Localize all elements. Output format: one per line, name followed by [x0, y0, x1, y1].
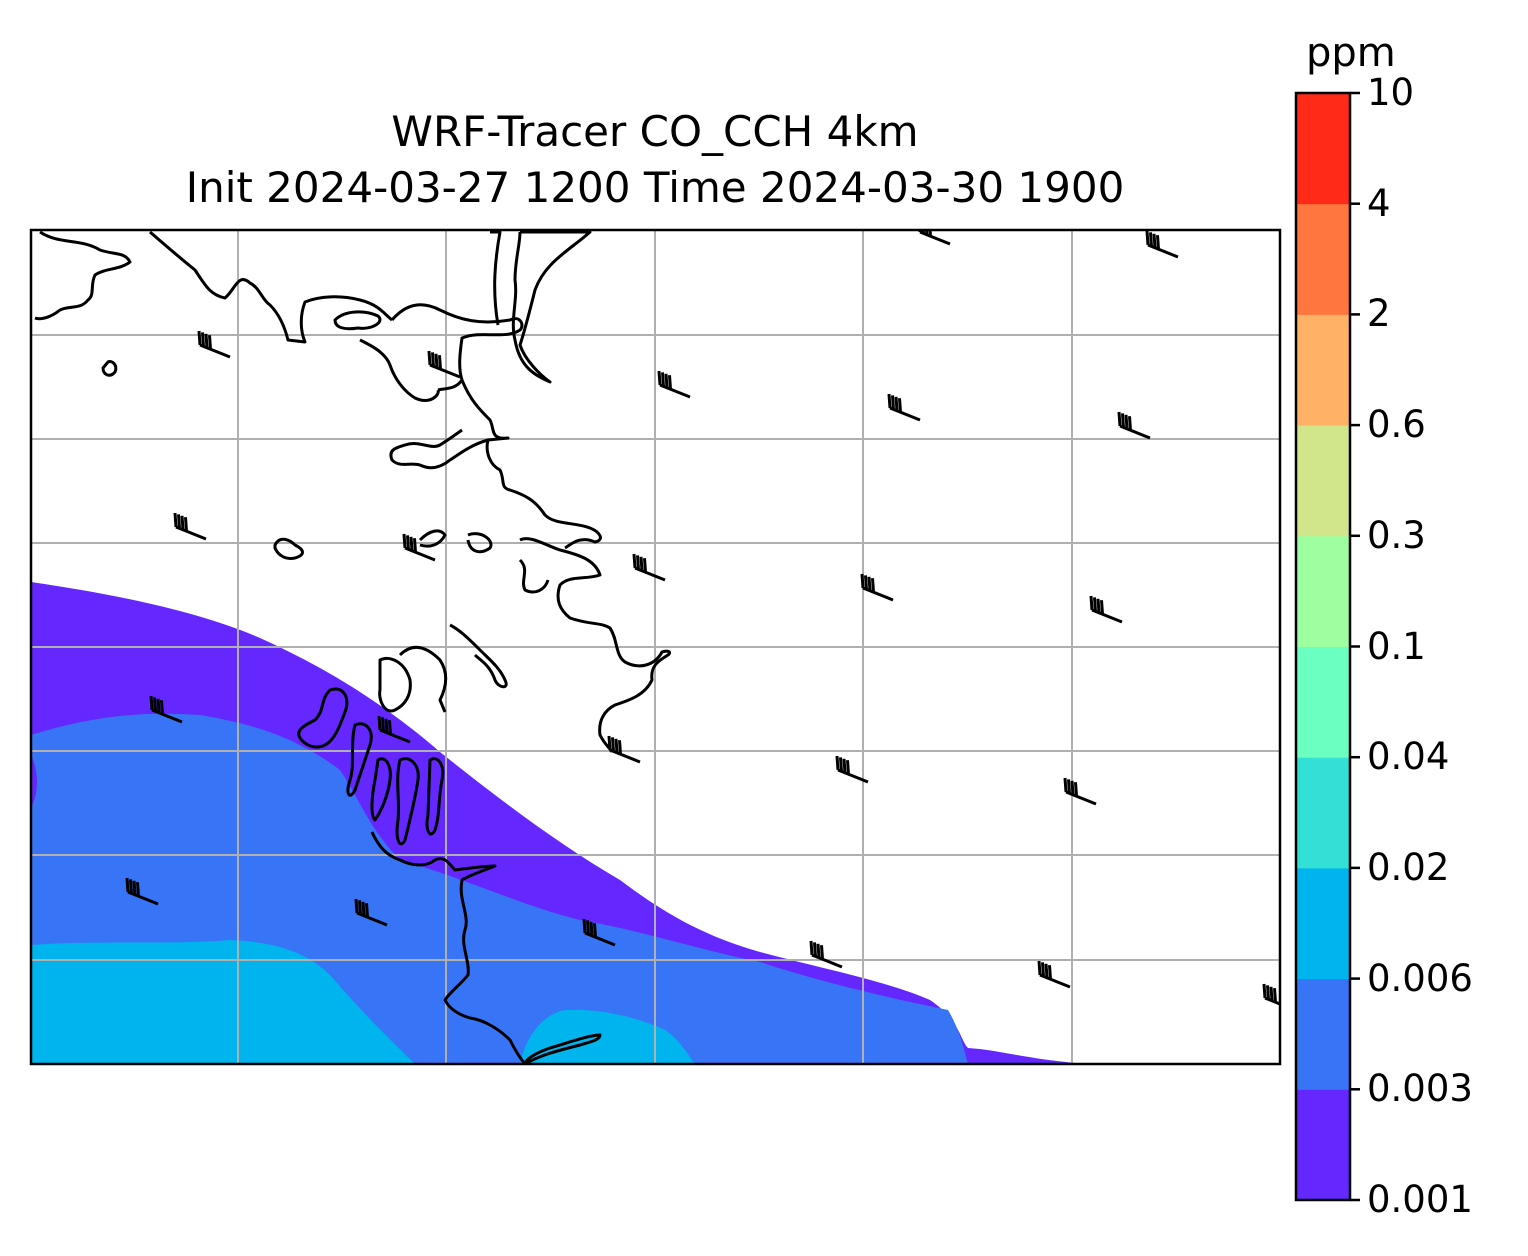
title-line-1: WRF-Tracer CO_CCH 4km [391, 107, 919, 156]
colorbar-unit: ppm [1306, 30, 1396, 76]
wind-barb [835, 755, 869, 784]
plume-region-0.006 [31, 940, 415, 1064]
wind-barb [149, 695, 183, 724]
wind-barb [402, 533, 436, 562]
wind-barb [607, 735, 641, 764]
colorbar-tick-label: 10 [1367, 71, 1415, 114]
colorbar-segment [1296, 1089, 1350, 1201]
colorbar-tick-label: 0.006 [1367, 956, 1473, 1000]
colorbar-tick-label: 0.02 [1367, 845, 1450, 889]
wind-barb [173, 512, 207, 541]
colorbar-tick-label: 0.6 [1367, 403, 1426, 447]
wind-barb [197, 330, 231, 359]
colorbar-segment [1296, 314, 1350, 426]
colorbar-segment [1296, 757, 1350, 869]
colorbar-tick-label: 0.3 [1367, 513, 1426, 557]
colorbar-tick-label: 0.001 [1367, 1178, 1473, 1221]
wind-barb [632, 553, 666, 582]
wind-barb [1117, 411, 1151, 440]
wind-barb [582, 918, 616, 947]
colorbar-segment [1296, 646, 1350, 758]
title-line-2: Init 2024-03-27 1200 Time 2024-03-30 190… [185, 163, 1125, 212]
wind-barb [918, 230, 951, 246]
wind-barb [860, 573, 894, 602]
colorbar-tick-label: 4 [1367, 181, 1391, 225]
coastlines [34, 230, 672, 1064]
wind-barb [1262, 983, 1280, 1006]
wind-barb [1063, 777, 1097, 806]
map-frame [29, 228, 1282, 1066]
wind-barb [354, 898, 388, 927]
wind-barb [125, 877, 159, 906]
colorbar-segment [1296, 93, 1350, 205]
wind-barb [1037, 960, 1071, 989]
colorbar-segment [1296, 535, 1350, 647]
wind-barb [427, 350, 461, 379]
wind-barb [809, 940, 843, 969]
colorbar [1294, 91, 1360, 1202]
wind-barb [1145, 230, 1179, 259]
colorbar-tick-label: 0.1 [1367, 624, 1426, 668]
colorbar-tick-label: 0.04 [1367, 735, 1450, 779]
wind-barbs [125, 230, 1280, 1006]
plume-lobe-0.001 [31, 755, 38, 808]
wind-barb [377, 715, 411, 744]
wind-barb [657, 370, 691, 399]
graticule [31, 230, 1280, 1064]
colorbar-tick-label: 2 [1367, 292, 1391, 336]
colorbar-tick-label: 0.003 [1367, 1067, 1473, 1111]
colorbar-segment [1296, 978, 1350, 1090]
colorbar-segment [1296, 425, 1350, 537]
wind-barb [1089, 595, 1123, 624]
colorbar-segment [1296, 203, 1350, 315]
colorbar-segment [1296, 867, 1350, 980]
wind-barb [887, 393, 921, 422]
